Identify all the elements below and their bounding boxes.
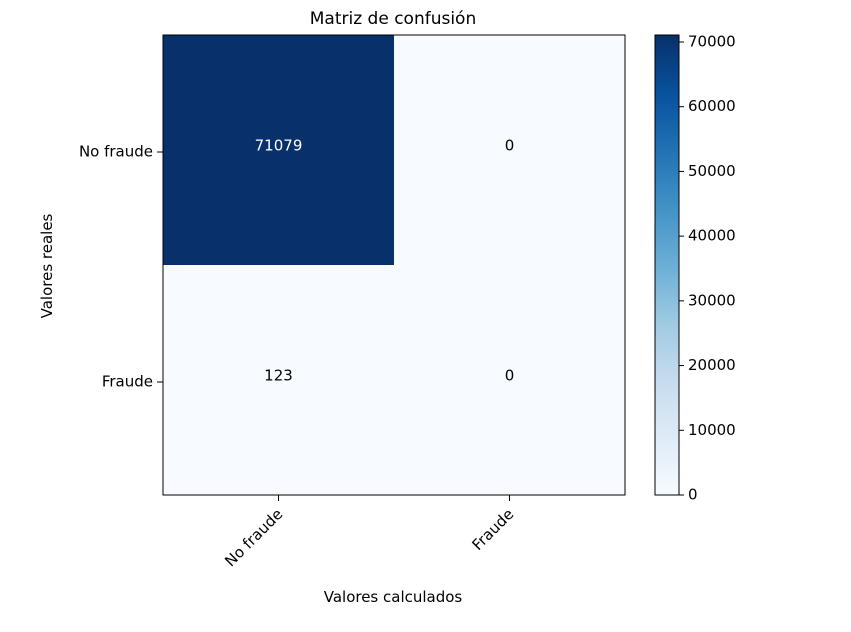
x-axis-label: Valores calculados <box>324 588 463 606</box>
cell-value-label: 123 <box>264 367 293 385</box>
matrix-cells: 71079 0 123 0 <box>163 35 625 495</box>
x-tick-label: No fraude <box>221 505 286 570</box>
matrix-cell <box>163 265 394 495</box>
y-tick-label: Fraude <box>102 373 153 391</box>
colorbar: 0 10000 20000 30000 40000 50000 60000 70000 <box>654 32 736 504</box>
cell-value-label: 71079 <box>255 137 303 155</box>
colorbar-tick-label: 40000 <box>688 227 736 245</box>
colorbar-tick-label: 70000 <box>688 32 736 50</box>
matrix-cell <box>163 35 394 265</box>
y-axis: No fraude Fraude <box>79 143 163 391</box>
x-axis: No fraude Fraude <box>221 495 517 570</box>
colorbar-frame <box>654 34 680 496</box>
plot-frame <box>162 34 626 496</box>
colorbar-gradient <box>655 35 679 495</box>
y-tick-label: No fraude <box>79 143 153 161</box>
colorbar-tick-label: 50000 <box>688 162 736 180</box>
colorbar-tick-label: 20000 <box>688 356 736 374</box>
colorbar-tick-label: 60000 <box>688 97 736 115</box>
colorbar-tick-label: 0 <box>688 486 698 504</box>
cell-value-label: 0 <box>505 367 515 385</box>
cell-value-label: 0 <box>505 137 515 155</box>
colorbar-tick-label: 30000 <box>688 291 736 309</box>
x-tick-label: Fraude <box>468 505 517 554</box>
chart-title: Matriz de confusión <box>310 9 476 29</box>
y-axis-label: Valores reales <box>38 213 56 318</box>
matrix-cell <box>394 265 625 495</box>
matrix-cell <box>394 35 625 265</box>
colorbar-tick-label: 10000 <box>688 421 736 439</box>
colorbar-ticks: 0 10000 20000 30000 40000 50000 60000 70000 <box>679 32 736 504</box>
